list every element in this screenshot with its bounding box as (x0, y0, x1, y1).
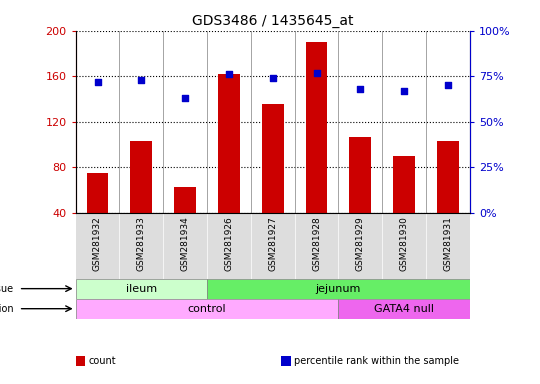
Bar (349, 137, 372, 213)
Text: percentile rank within the sample: percentile rank within the sample (294, 356, 459, 366)
Bar (437, 141, 459, 213)
Bar (76, 279, 207, 299)
Text: GSM281929: GSM281929 (356, 216, 365, 271)
Text: GATA4 null: GATA4 null (374, 304, 434, 314)
Point (93, 79, 102, 85)
Point (268, 75, 277, 81)
Text: count: count (89, 356, 116, 366)
Point (443, 82, 452, 88)
Text: GSM281933: GSM281933 (137, 216, 146, 271)
Text: GSM281932: GSM281932 (93, 216, 102, 271)
Text: GSM281930: GSM281930 (400, 216, 409, 271)
Bar (339, 299, 470, 319)
Point (400, 88, 408, 94)
Text: genotype/variation: genotype/variation (0, 304, 14, 314)
Bar (130, 141, 152, 213)
Bar (86, 173, 109, 213)
Title: GDS3486 / 1435645_at: GDS3486 / 1435645_at (192, 14, 354, 28)
Point (312, 70, 321, 76)
Text: GSM281927: GSM281927 (268, 216, 277, 271)
Bar (207, 279, 470, 299)
Bar (76, 299, 339, 319)
Point (181, 95, 190, 101)
Point (225, 71, 233, 78)
Text: jejunum: jejunum (316, 284, 361, 294)
Bar (306, 42, 327, 213)
Text: GSM281928: GSM281928 (312, 216, 321, 271)
Point (356, 86, 364, 92)
Bar (218, 74, 240, 213)
Text: ileum: ileum (126, 284, 157, 294)
Bar (174, 187, 196, 213)
Point (137, 77, 146, 83)
Text: GSM281926: GSM281926 (225, 216, 233, 271)
Bar (262, 104, 284, 213)
Bar (393, 156, 415, 213)
Text: control: control (188, 304, 226, 314)
Text: GSM281931: GSM281931 (443, 216, 453, 271)
Text: GSM281934: GSM281934 (180, 216, 190, 271)
Text: tissue: tissue (0, 284, 14, 294)
